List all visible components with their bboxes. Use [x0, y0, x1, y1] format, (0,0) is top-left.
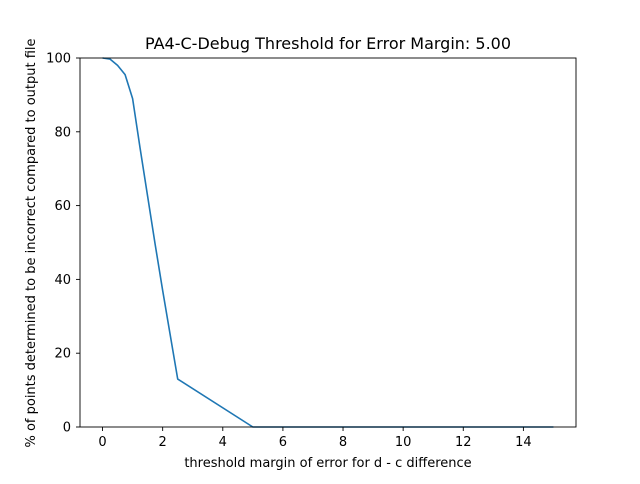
x-tick-label: 10	[395, 435, 412, 450]
x-tick-label: 6	[279, 435, 287, 450]
x-tick-label: 14	[515, 435, 532, 450]
x-tick-label: 8	[339, 435, 347, 450]
y-tick-label: 80	[54, 125, 71, 140]
axes-frame	[79, 57, 577, 428]
y-tick-label: 20	[54, 347, 71, 362]
y-tick-label: 40	[54, 273, 71, 288]
y-tick-label: 0	[63, 421, 71, 436]
plot-area: 0 2 4 6 8 10 12 14 0 20 40 60 80 100	[46, 52, 577, 450]
chart-title: PA4-C-Debug Threshold for Error Margin: …	[145, 34, 511, 53]
x-tick-label: 12	[455, 435, 472, 450]
x-tick-label: 0	[98, 435, 106, 450]
x-tick-label: 2	[159, 435, 167, 450]
y-tick-label: 60	[54, 199, 71, 214]
y-tick-label: 100	[46, 52, 71, 67]
x-tick-label: 4	[219, 435, 227, 450]
y-axis-label: % of points determined to be incorrect c…	[24, 38, 39, 447]
x-axis-label: threshold margin of error for d - c diff…	[184, 456, 471, 471]
